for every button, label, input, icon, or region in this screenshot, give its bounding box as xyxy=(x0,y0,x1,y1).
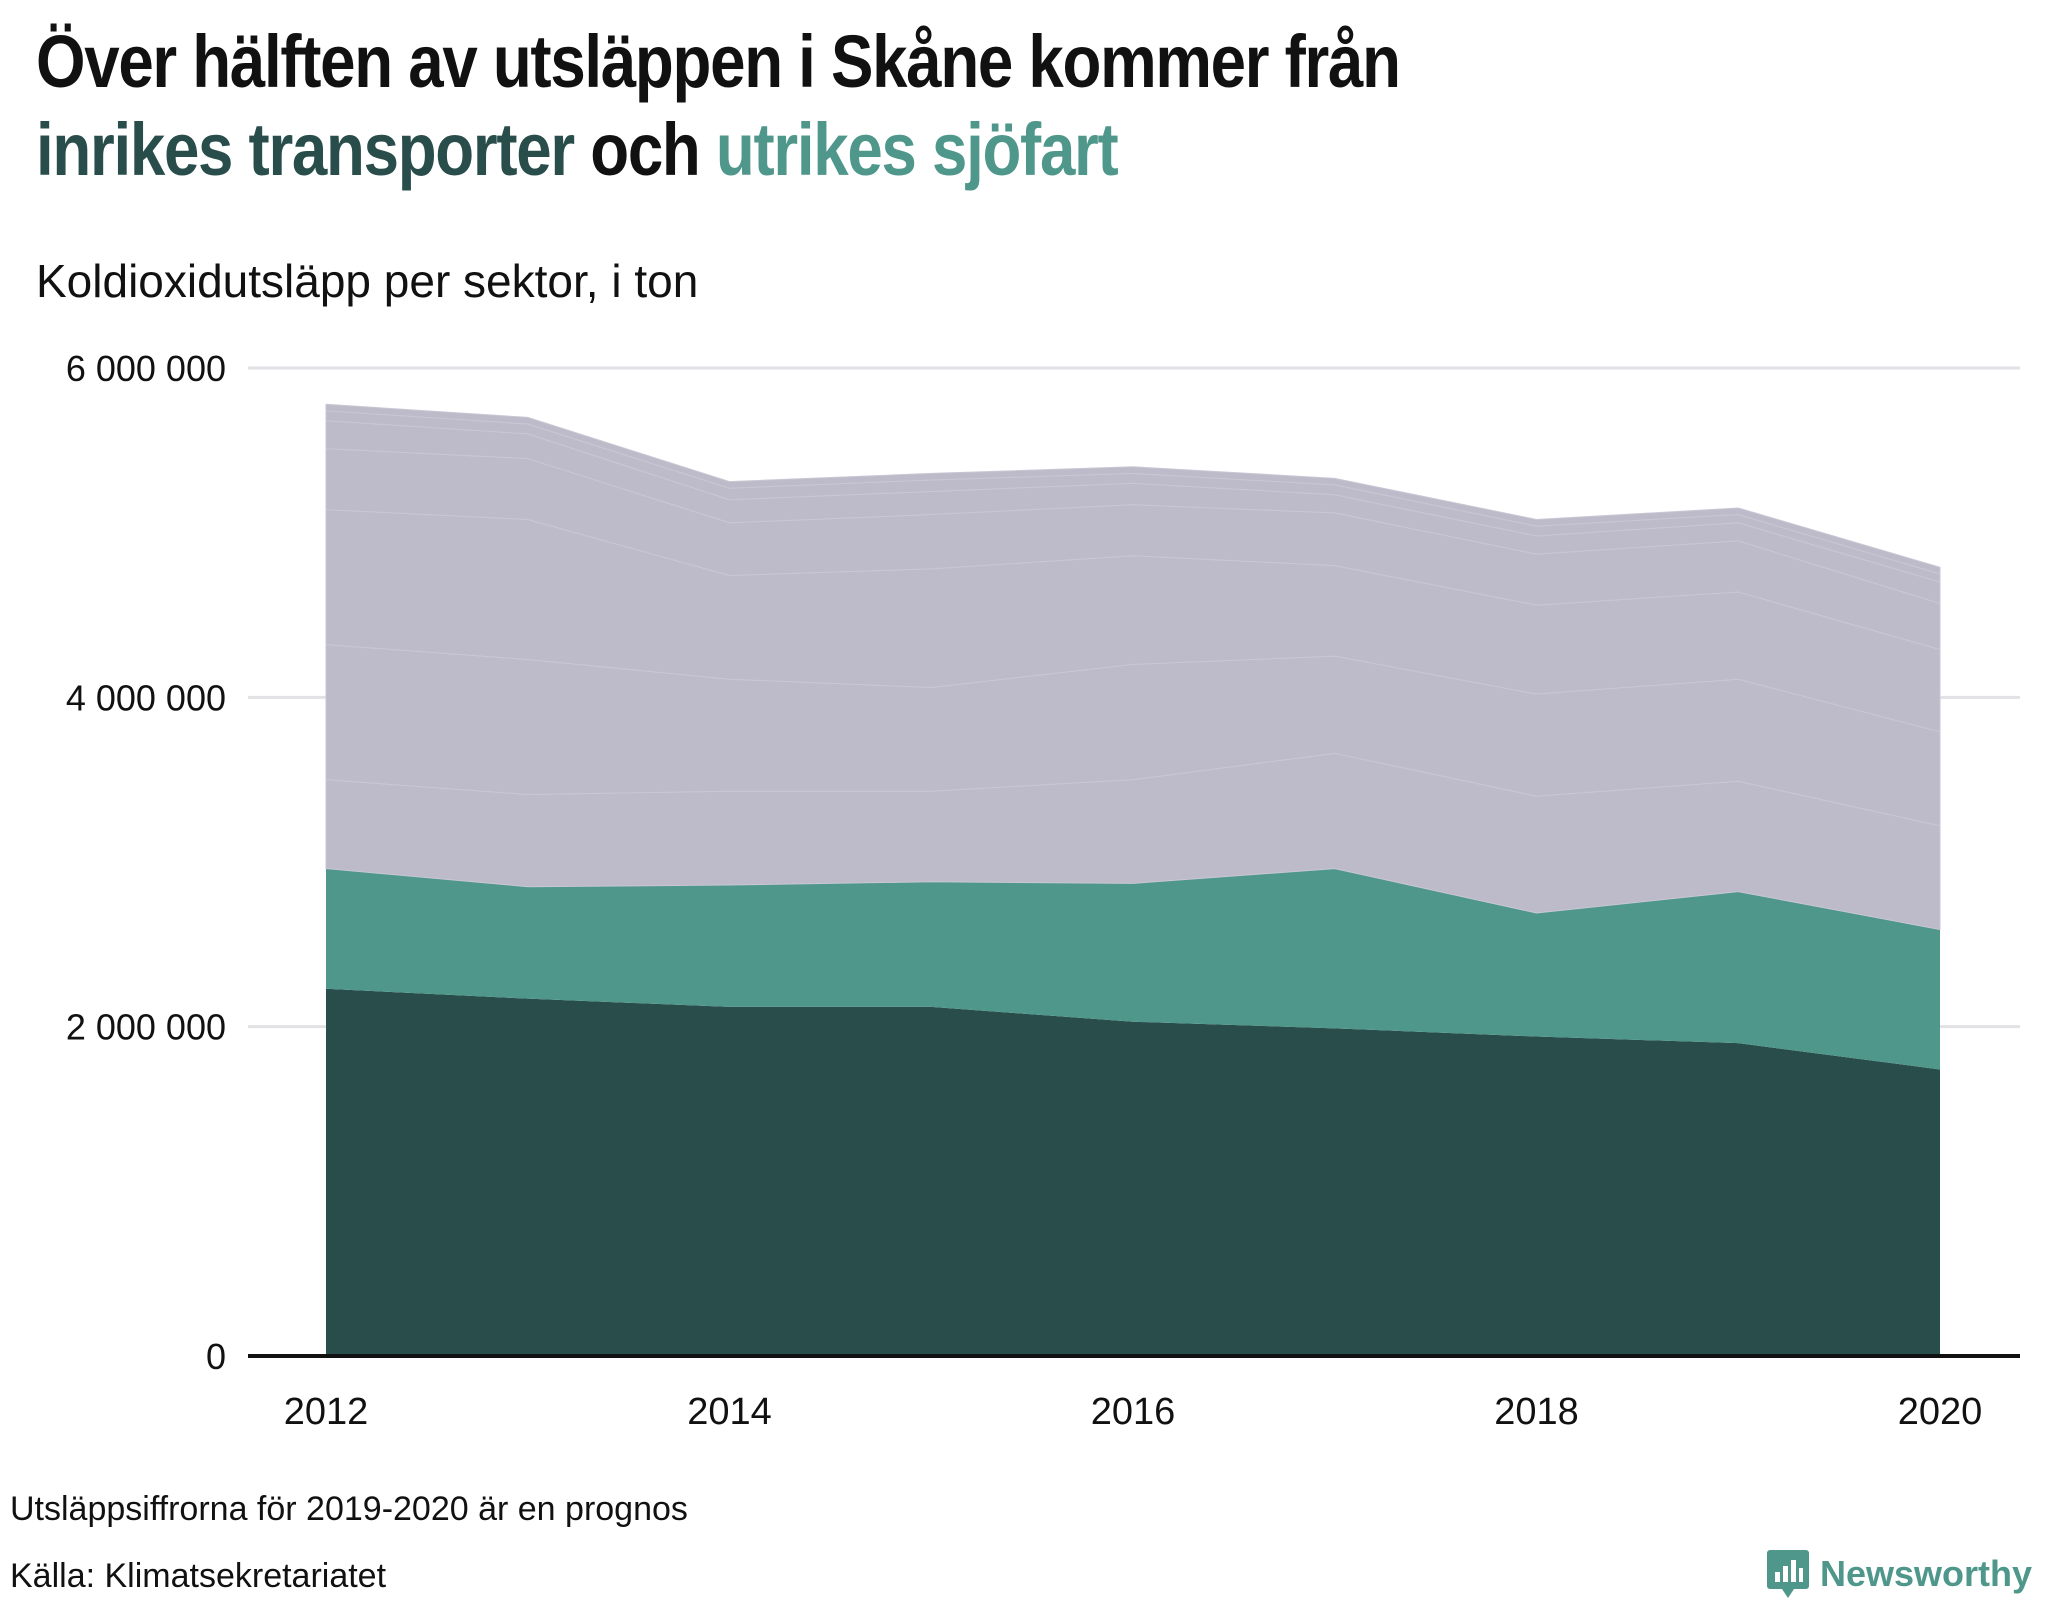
stacked-area-chart: 0 2 000 000 4 000 000 6 000 000 2012 2014 2016… xyxy=(66,348,2020,1433)
source-note: Källa: Klimatsekretariatet xyxy=(10,1557,387,1595)
x-tick-label: 2018 xyxy=(1494,1391,1579,1433)
title-highlight-utrikes: utrikes sjöfart xyxy=(715,108,1119,191)
x-tick-label: 2020 xyxy=(1898,1391,1983,1433)
area-series-1 xyxy=(326,988,1940,1356)
chart-subtitle: Koldioxidutsläpp per sektor, i ton xyxy=(36,255,699,307)
chart-title: Över hälften av utsläppen i Skåne kommer… xyxy=(36,18,1401,194)
title-connector: och xyxy=(573,108,716,191)
axes: 0 2 000 000 4 000 000 6 000 000 2012 2014 2016… xyxy=(66,348,2020,1433)
newsworthy-logo: Newsworthy xyxy=(1766,1548,2032,1600)
newsworthy-logo-icon xyxy=(1766,1550,1809,1598)
area-series xyxy=(325,403,1941,1356)
y-tick-label: 0 xyxy=(206,1336,226,1377)
brand-name: Newsworthy xyxy=(1819,1553,2032,1594)
title-highlight-inrikes: inrikes transporter xyxy=(36,108,575,191)
x-tick-label: 2012 xyxy=(284,1391,369,1433)
title-line-2: inrikes transporter och utrikes sjöfart xyxy=(36,106,1400,194)
area-series-9 xyxy=(325,403,1941,575)
y-tick-label: 2 000 000 xyxy=(66,1007,226,1048)
x-tick-label: 2014 xyxy=(687,1391,772,1433)
y-tick-label: 4 000 000 xyxy=(66,677,226,718)
title-line-1: Över hälften av utsläppen i Skåne kommer… xyxy=(36,20,1401,103)
x-tick-label: 2016 xyxy=(1091,1391,1176,1433)
area-series-2 xyxy=(326,868,1940,1070)
forecast-note: Utsläppsiffrorna för 2019-2020 är en pro… xyxy=(10,1490,688,1528)
y-tick-label: 6 000 000 xyxy=(66,348,226,389)
